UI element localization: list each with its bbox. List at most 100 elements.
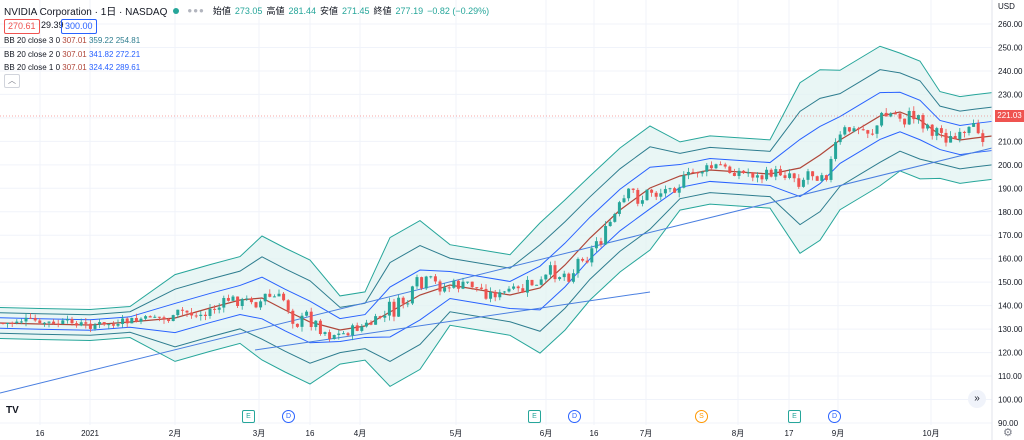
- legend-actions-icon[interactable]: ●●●: [187, 6, 205, 15]
- candle-body: [447, 287, 451, 289]
- candle-body: [567, 273, 571, 282]
- collapse-legend-icon[interactable]: ︿: [4, 74, 20, 88]
- candle-body: [387, 301, 391, 316]
- candle-body: [889, 113, 893, 117]
- price-axis[interactable]: 260.00250.00240.00230.00220.00210.00200.…: [991, 0, 1023, 440]
- gear-icon[interactable]: ⚙: [1003, 427, 1013, 439]
- dividend-event-icon[interactable]: D: [828, 410, 841, 423]
- candle-body: [328, 332, 332, 340]
- indicator-upper: 341.82: [88, 50, 114, 59]
- candle-body: [824, 175, 828, 180]
- upper-band-3: [0, 45, 993, 311]
- candle-body: [760, 175, 764, 180]
- candle-body: [594, 241, 598, 249]
- price-tick-label: 100.00: [998, 396, 1023, 405]
- currency-label[interactable]: USD: [998, 2, 1015, 11]
- indicator-legend-row[interactable]: BB 20 close 2 0 307.01 341.82 272.21: [4, 50, 140, 59]
- symbol-title[interactable]: NVIDIA Corporation · 1日 · NASDAQ: [4, 7, 168, 18]
- indicator-upper: 359.22: [88, 36, 114, 45]
- candle-body: [893, 113, 897, 115]
- candle-body: [461, 281, 465, 289]
- candle-body: [755, 175, 759, 178]
- candle-body: [369, 322, 373, 325]
- indicator-legend-row[interactable]: BB 20 close 1 0 307.01 324.42 289.61: [4, 63, 140, 72]
- candle-body: [162, 317, 166, 320]
- candle-body: [640, 200, 644, 204]
- candle-body: [930, 124, 934, 136]
- candle-body: [650, 189, 654, 193]
- earnings-event-icon[interactable]: E: [528, 410, 541, 423]
- candle-body: [203, 314, 207, 316]
- candle-body: [360, 326, 364, 331]
- price-tick-label: 250.00: [998, 43, 1023, 52]
- candle-body: [617, 202, 621, 214]
- scroll-to-realtime-icon[interactable]: »: [968, 390, 986, 408]
- sell-button[interactable]: 270.61: [4, 19, 40, 34]
- candle-body: [935, 128, 939, 136]
- candle-body: [691, 171, 695, 173]
- candle-body: [521, 288, 525, 293]
- candle-body: [663, 189, 667, 194]
- candle-body: [493, 291, 497, 298]
- candle-body: [102, 322, 106, 325]
- buy-button[interactable]: 300.00: [61, 19, 97, 34]
- candle-body: [774, 169, 778, 177]
- candle-body: [337, 333, 341, 335]
- candle-body: [502, 291, 506, 293]
- earnings-event-icon[interactable]: E: [242, 410, 255, 423]
- candle-body: [489, 291, 493, 299]
- candle-body: [295, 323, 299, 327]
- indicator-legend-row[interactable]: BB 20 close 3 0 307.01 359.22 254.81: [4, 36, 140, 45]
- legend-header: NVIDIA Corporation · 1日 · NASDAQ ●●● 始値 2…: [4, 3, 489, 19]
- candle-body: [599, 241, 603, 245]
- candle-body: [673, 188, 677, 193]
- price-tick-label: 240.00: [998, 67, 1023, 76]
- time-tick-label: 2月: [169, 429, 181, 438]
- candle-body: [820, 175, 824, 181]
- last-price-label: 221.03: [995, 110, 1024, 122]
- candle-body: [19, 321, 23, 323]
- candle-body: [797, 178, 801, 187]
- low-value: 271.45: [342, 5, 370, 16]
- candle-body: [401, 297, 405, 304]
- trend-line: [0, 147, 993, 394]
- candle-body: [194, 315, 198, 317]
- candle-body: [682, 175, 686, 188]
- candle-body: [742, 170, 746, 174]
- candle-body: [558, 277, 562, 280]
- candle-body: [111, 324, 115, 326]
- candle-body: [406, 303, 410, 305]
- candle-body: [571, 273, 575, 282]
- candle-body: [875, 125, 879, 134]
- time-tick-label: 8月: [732, 429, 744, 438]
- candle-body: [10, 322, 14, 324]
- candle-body: [291, 310, 295, 324]
- tradingview-logo-icon[interactable]: TV: [6, 405, 19, 416]
- candle-body: [806, 171, 810, 180]
- candle-body: [949, 136, 953, 143]
- candle-body: [213, 308, 217, 310]
- split-event-icon[interactable]: S: [695, 410, 708, 423]
- time-tick-label: 4月: [354, 429, 366, 438]
- time-axis[interactable]: 16 2021 2月 3月 16 4月 5月 6月 16 7月 8月 17 9月 10月: [36, 429, 940, 438]
- candle-body: [834, 142, 838, 159]
- open-value: 273.05: [234, 5, 263, 16]
- candle-body: [884, 112, 888, 117]
- time-tick-label: 10月: [923, 429, 940, 438]
- candle-body: [604, 226, 608, 245]
- candle-body: [180, 309, 184, 311]
- dividend-event-icon[interactable]: D: [282, 410, 295, 423]
- candle-body: [6, 322, 10, 324]
- candle-body: [121, 318, 125, 325]
- price-tick-label: 260.00: [998, 20, 1023, 29]
- candle-body: [967, 126, 971, 133]
- candle-body: [277, 293, 281, 297]
- indicator-basis: 307.01: [62, 50, 87, 59]
- dividend-event-icon[interactable]: D: [568, 410, 581, 423]
- candle-body: [654, 192, 658, 197]
- candle-body: [512, 286, 516, 289]
- candle-body: [861, 129, 865, 131]
- candle-body: [765, 169, 769, 180]
- earnings-event-icon[interactable]: E: [788, 410, 801, 423]
